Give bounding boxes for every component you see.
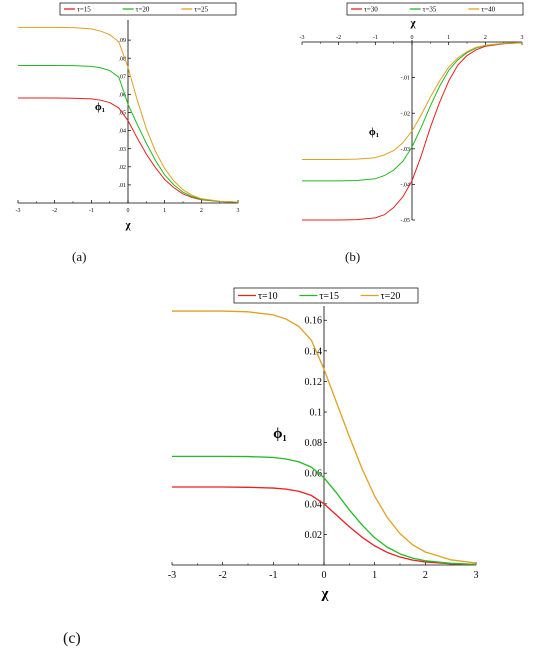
y-tick-label: 0.08 — [305, 438, 323, 449]
y-tick-label: .01 — [119, 183, 127, 189]
y-tick-label: .05 — [119, 111, 127, 117]
y-tick-label: 0.1 — [310, 408, 323, 419]
series-line — [18, 64, 239, 203]
y-tick-label: .02 — [119, 165, 127, 171]
legend-label: τ=15 — [319, 291, 339, 302]
series-line — [172, 310, 477, 564]
y-tick-label: 0.06 — [305, 469, 323, 480]
y-tick-label: 0.04 — [305, 499, 323, 510]
y-tick-label: -.04 — [401, 183, 411, 189]
y-axis-label: ϕ₁ — [369, 126, 379, 138]
y-tick-label: 0.14 — [305, 346, 323, 357]
legend-box — [59, 2, 237, 16]
x-axis-label: χ — [124, 219, 131, 231]
y-tick-label: .06 — [119, 93, 127, 99]
panel-label-b: (b) — [345, 249, 361, 264]
legend-label: τ=15 — [77, 5, 91, 13]
series-line — [302, 42, 523, 221]
y-tick-label: 0.02 — [305, 530, 323, 541]
x-axis-label: χ — [409, 17, 416, 29]
legend-label: τ=20 — [381, 291, 401, 302]
y-tick-label: .03 — [119, 147, 127, 153]
chart-c: -3 -2 -1 0 1 2 3 0.02 0.04 0.06 0.08 0.1 0.12 0.14 0.1… — [168, 287, 479, 602]
legend-label: τ=40 — [481, 5, 495, 13]
x-tick-label: 1 — [163, 208, 166, 214]
legend-label: τ=35 — [423, 5, 437, 13]
y-tick-label: .09 — [119, 38, 127, 44]
x-tick-label: -1 — [89, 208, 94, 214]
x-tick-label: -1 — [269, 570, 277, 581]
x-tick-label: 0 — [322, 570, 327, 581]
y-tick-label: -.02 — [401, 111, 411, 117]
legend-box — [346, 2, 524, 16]
x-tick-label: 3 — [237, 208, 240, 214]
panel-label-a: (a) — [72, 249, 87, 264]
x-tick-label: -1 — [373, 35, 378, 41]
x-tick-label: -3 — [168, 570, 176, 581]
y-tick-label: .08 — [119, 56, 127, 62]
x-tick-label: -2 — [218, 570, 226, 581]
series-line — [172, 455, 477, 566]
x-tick-label: 1 — [447, 35, 450, 41]
x-tick-label: 2 — [423, 570, 428, 581]
series-line — [18, 26, 239, 203]
series-line — [302, 42, 523, 182]
x-tick-label: 0 — [411, 35, 414, 41]
y-tick-label: .04 — [119, 129, 127, 135]
x-tick-label: -3 — [16, 208, 21, 214]
x-tick-label: -3 — [300, 35, 305, 41]
x-tick-label: 3 — [474, 570, 479, 581]
x-tick-label: -2 — [52, 208, 57, 214]
x-tick-label: 0 — [127, 208, 130, 214]
chart-b: -3 -2 -1 0 1 2 3 -.01 -.02 -.03 -.04 -.05 χ ϕ₁ τ=30 τ=3… — [300, 2, 524, 224]
legend-label: τ=10 — [258, 291, 278, 302]
y-tick-label: -.01 — [401, 76, 411, 82]
x-tick-label: 3 — [521, 35, 524, 41]
y-tick-label: .07 — [119, 74, 127, 80]
y-tick-label: -.03 — [401, 147, 411, 153]
legend-box — [233, 287, 419, 304]
y-tick-label: 0.16 — [305, 316, 323, 327]
series-line — [18, 97, 239, 203]
y-axis-label: ϕ₁ — [95, 101, 105, 113]
x-tick-label: 2 — [200, 208, 203, 214]
x-axis-label: χ — [321, 586, 330, 602]
y-tick-label: -.05 — [401, 218, 411, 224]
y-axis-label: ϕ₁ — [273, 426, 287, 442]
x-tick-label: -2 — [336, 35, 341, 41]
y-tick-label: 0.12 — [305, 377, 323, 388]
chart-a: -3 -2 -1 0 1 2 3 .01 .02 .03 .04 .05 .06 .07 .08 .09 χ ϕ₁… — [16, 2, 240, 231]
x-tick-label: 2 — [484, 35, 487, 41]
x-tick-label: 1 — [372, 570, 377, 581]
panel-label-c: (c) — [63, 630, 81, 647]
legend-label: τ=20 — [136, 5, 150, 13]
legend-label: τ=25 — [194, 5, 208, 13]
series-line — [172, 486, 477, 566]
series-line — [302, 42, 523, 160]
legend-label: τ=30 — [364, 5, 378, 13]
